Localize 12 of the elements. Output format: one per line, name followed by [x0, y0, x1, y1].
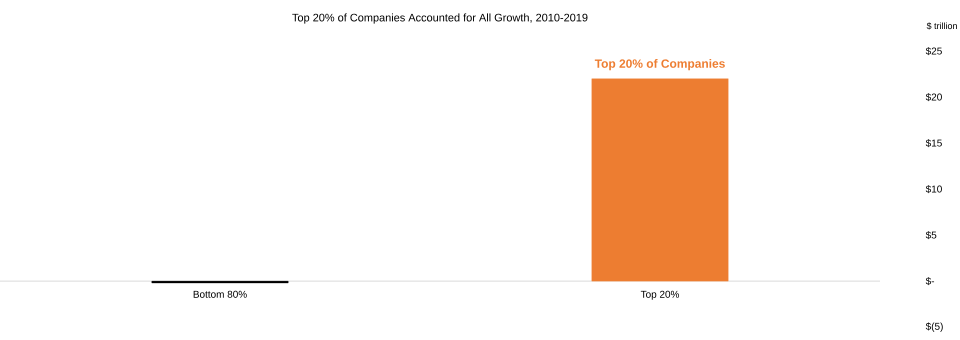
x-tick-label: Top 20%	[640, 290, 680, 300]
y-tick-label: $20	[926, 93, 942, 102]
y-tick-label: $15	[926, 139, 942, 148]
y-tick-label: $25	[926, 47, 942, 56]
chart-title: Top 20% of Companies Accounted for All Growth, 2010-2019	[292, 13, 588, 24]
y-tick-label: $-	[926, 277, 934, 286]
y-tick-label: $(5)	[926, 322, 943, 332]
y-tick-label: $5	[926, 231, 936, 240]
y-tick-label: $10	[926, 185, 942, 194]
annotation: Top 20% of Companies	[594, 59, 725, 70]
y-axis-title: $ trillion	[926, 22, 957, 30]
x-tick-label: Bottom 80%	[194, 290, 247, 298]
